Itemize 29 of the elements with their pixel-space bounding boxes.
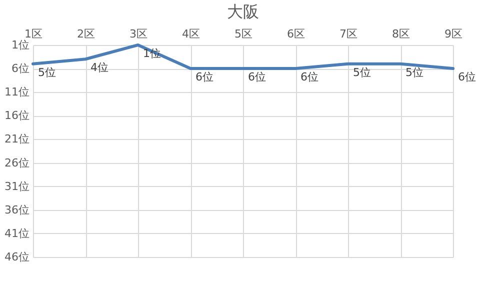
text: 5位 (406, 66, 424, 79)
x-tick-label: 9区 (444, 28, 462, 40)
x-tick-label: 1区 (24, 28, 42, 40)
text: 6位 (458, 70, 476, 84)
text: 1位 (143, 47, 161, 60)
y-tick-label: 16位 (4, 109, 30, 122)
text: 5位 (353, 66, 371, 79)
text: 6位 (248, 70, 266, 84)
text: 6位 (196, 70, 214, 84)
y-tick-label: 36位 (4, 203, 30, 216)
y-tick-label: 46位 (4, 250, 30, 264)
x-tick-label: 2区 (77, 28, 95, 40)
text: 6位 (300, 70, 318, 84)
chart-title: 大阪 (227, 2, 259, 21)
x-tick-label: 8区 (392, 28, 410, 40)
x-tick-label: 5区 (234, 28, 252, 40)
text: 5位 (38, 66, 56, 79)
y-tick-label: 11位 (4, 86, 30, 99)
x-tick-label: 4区 (182, 28, 200, 40)
y-tick-label: 31位 (4, 180, 30, 193)
x-tick-label: 6区 (287, 28, 305, 40)
y-tick-label: 6位 (12, 62, 30, 76)
y-tick-label: 1位 (12, 38, 30, 52)
y-tick-label: 26位 (4, 156, 30, 170)
x-tick-label: 7区 (340, 28, 358, 40)
y-tick-label: 21位 (4, 132, 30, 146)
y-tick-label: 41位 (4, 226, 30, 240)
text: 4位 (90, 61, 108, 74)
x-tick-label: 3区 (130, 28, 148, 40)
